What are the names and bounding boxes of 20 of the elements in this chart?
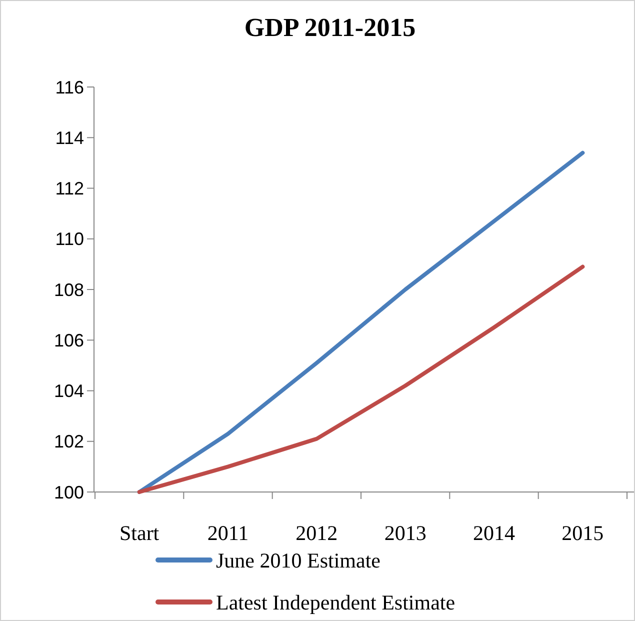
x-tick-label: 2014: [473, 521, 516, 545]
line-series: [137, 264, 585, 494]
y-tick-label: 102: [54, 432, 84, 452]
x-tick-label: 2011: [207, 521, 249, 545]
y-tick-label: 100: [54, 482, 84, 502]
legend-label: Latest Independent Estimate: [216, 590, 456, 614]
line-series: [137, 150, 585, 494]
y-tick-label: 106: [54, 330, 84, 350]
y-tick-label: 112: [55, 178, 84, 199]
y-tick-label: 114: [55, 128, 84, 148]
x-tick-label: 2013: [384, 521, 426, 545]
x-tick-label: Start: [119, 521, 160, 545]
chart-title: GDP 2011-2015: [244, 13, 416, 42]
x-tick-label: 2012: [296, 521, 338, 545]
y-tick-label: 116: [55, 77, 84, 98]
y-tick-label: 104: [54, 381, 84, 402]
y-tick-label: 110: [55, 229, 84, 250]
x-tick-label: 2015: [562, 521, 604, 545]
y-tick-label: 108: [54, 280, 84, 300]
legend-label: June 2010 Estimate: [216, 548, 380, 572]
